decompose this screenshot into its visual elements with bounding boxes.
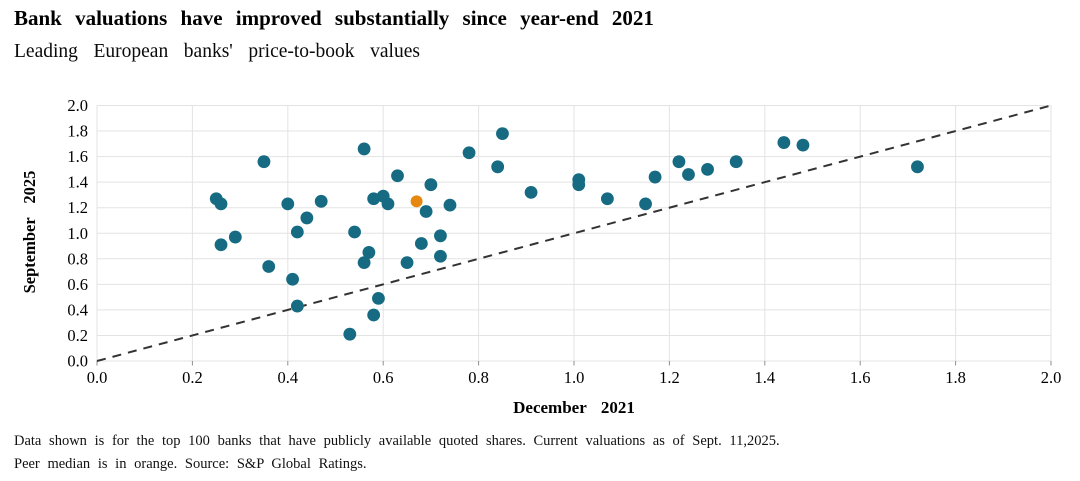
y-tick-label: 1.8 bbox=[67, 122, 88, 141]
x-tick-label: 2.0 bbox=[1041, 368, 1062, 387]
bank-scatter-point bbox=[314, 194, 328, 208]
chart-subtitle: Leading European banks' price-to-book va… bbox=[14, 41, 420, 62]
footnote-line-1: Data shown is for the top 100 banks that… bbox=[14, 433, 780, 449]
bank-scatter-point bbox=[367, 308, 381, 322]
bank-scatter-point bbox=[290, 225, 304, 239]
bank-scatter-point bbox=[381, 197, 395, 211]
bank-scatter-point bbox=[524, 185, 538, 199]
bank-scatter-point bbox=[572, 178, 586, 192]
bank-scatter-point bbox=[214, 238, 228, 252]
y-tick-label: 1.0 bbox=[67, 224, 88, 243]
bank-scatter-point bbox=[419, 205, 433, 218]
bank-scatter-point bbox=[639, 197, 652, 211]
x-tick-label: 1.4 bbox=[754, 368, 775, 387]
bank-scatter-point bbox=[214, 197, 228, 211]
bank-scatter-point bbox=[281, 197, 295, 211]
x-tick-label: 0.6 bbox=[373, 368, 394, 387]
bank-scatter-point bbox=[400, 256, 414, 270]
x-tick-label: 1.2 bbox=[659, 368, 680, 387]
bank-scatter-point bbox=[357, 142, 371, 156]
bank-scatter-point bbox=[434, 249, 447, 263]
parity-reference-line bbox=[96, 104, 1052, 362]
bank-scatter-point bbox=[462, 146, 476, 160]
bank-scatter-point bbox=[496, 127, 509, 141]
footnote-line-2: Peer median is in orange. Source: S&P Gl… bbox=[14, 456, 367, 472]
scatter-plot-area: 0.0 0.2 0.4 0.6 0.8 1.0 1.2 1.4 1.6 1.8 2.0 0.0 0.2 0… bbox=[67, 96, 1062, 387]
y-tick-label: 1.6 bbox=[67, 147, 88, 166]
x-tick-label: 1.0 bbox=[564, 368, 585, 387]
chart-title: Bank valuations have improved substantia… bbox=[14, 6, 654, 30]
x-axis-title: December 2021 bbox=[513, 398, 635, 417]
bank-scatter-point bbox=[414, 237, 428, 250]
y-tick-label: 0.8 bbox=[67, 249, 88, 268]
bank-scatter-point bbox=[348, 225, 361, 239]
y-tick-label: 0.0 bbox=[67, 352, 88, 371]
peer-median-point bbox=[410, 195, 423, 208]
bank-scatter-point bbox=[424, 178, 438, 192]
bank-scatter-point bbox=[682, 168, 695, 181]
bank-scatter-point bbox=[701, 162, 714, 176]
y-tick-label: 0.4 bbox=[67, 300, 88, 319]
x-tick-label: 1.8 bbox=[945, 368, 966, 387]
bank-scatter-point bbox=[911, 160, 924, 174]
bank-scatter-point bbox=[286, 272, 299, 286]
bank-scatter-point bbox=[362, 246, 376, 259]
bank-scatter-point bbox=[262, 260, 276, 273]
bank-scatter-point bbox=[796, 138, 810, 152]
bank-scatter-point bbox=[777, 136, 791, 149]
bank-scatter-point bbox=[290, 299, 304, 313]
bank-scatter-point bbox=[372, 292, 385, 305]
y-tick-label: 1.2 bbox=[67, 198, 88, 217]
bank-scatter-point bbox=[672, 155, 686, 169]
y-tick-label: 0.6 bbox=[67, 275, 88, 294]
bank-scatter-point bbox=[391, 169, 404, 183]
y-axis-title: September 2025 bbox=[20, 170, 39, 294]
bank-scatter-point bbox=[434, 229, 447, 243]
x-tick-label: 0.8 bbox=[468, 368, 489, 387]
bank-scatter-point bbox=[300, 211, 314, 225]
x-tick-label: 0.0 bbox=[87, 368, 108, 387]
bank-scatter-point bbox=[357, 256, 371, 270]
bank-scatter-point bbox=[600, 192, 614, 206]
bank-scatter-point bbox=[729, 155, 743, 169]
x-tick-label: 0.4 bbox=[277, 368, 298, 387]
bank-scatter-point bbox=[257, 155, 271, 169]
x-tick-label: 1.6 bbox=[850, 368, 871, 387]
y-tick-label: 2.0 bbox=[67, 96, 88, 115]
bank-scatter-point bbox=[491, 160, 505, 174]
x-tick-label: 0.2 bbox=[182, 368, 203, 387]
bank-scatter-point bbox=[343, 327, 357, 341]
y-tick-label: 1.4 bbox=[67, 173, 88, 192]
bank-scatter-point bbox=[443, 198, 457, 212]
bank-scatter-point bbox=[648, 170, 662, 184]
bank-scatter-point bbox=[228, 230, 242, 244]
y-tick-label: 0.2 bbox=[67, 326, 88, 345]
